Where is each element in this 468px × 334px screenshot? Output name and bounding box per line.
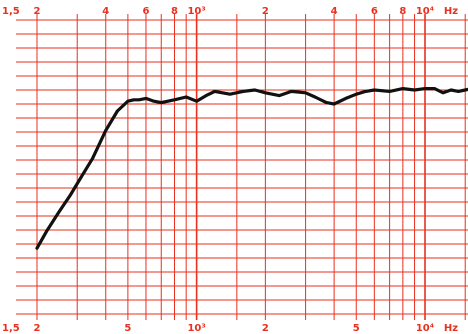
top-tick-label: 6	[371, 6, 378, 17]
top-tick-label: Hz	[444, 6, 458, 17]
top-tick-label: 10⁴	[416, 6, 434, 17]
top-tick-label: 1,5	[2, 6, 20, 17]
top-tick-label: 6	[142, 6, 149, 17]
bottom-tick-label: 10⁴	[416, 323, 434, 334]
bottom-tick-label: 5	[124, 323, 131, 334]
top-tick-label: 4	[102, 6, 109, 17]
series-line	[35, 86, 468, 250]
bottom-tick-label: 2	[262, 323, 269, 334]
top-tick-label: 8	[399, 6, 406, 17]
bottom-tick-label: 5	[353, 323, 360, 334]
bottom-tick-label: 10³	[187, 323, 205, 334]
top-tick-label: 4	[331, 6, 338, 17]
top-tick-label: 10³	[187, 6, 205, 17]
bottom-tick-label: Hz	[444, 323, 458, 334]
bottom-tick-label: 1,5	[2, 323, 20, 334]
bottom-tick-label: 2	[34, 323, 41, 334]
top-tick-label: 2	[262, 6, 269, 17]
top-tick-label: 2	[34, 6, 41, 17]
top-tick-label: 8	[171, 6, 178, 17]
